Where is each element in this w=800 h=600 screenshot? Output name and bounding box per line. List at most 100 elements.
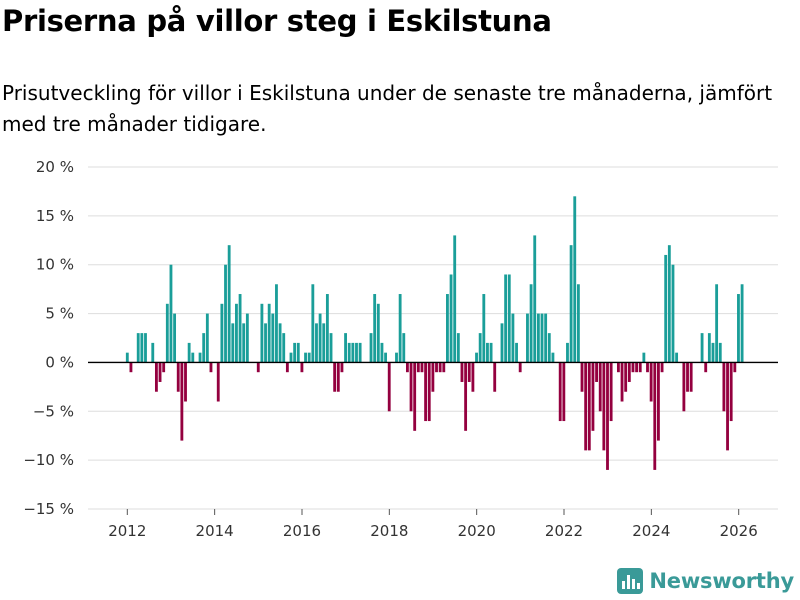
bar — [671, 264, 675, 363]
bar — [322, 323, 326, 363]
bar — [507, 274, 511, 363]
bar — [584, 362, 588, 451]
bar — [533, 235, 537, 363]
bar — [424, 362, 428, 422]
bar — [635, 362, 639, 373]
bar — [260, 303, 264, 363]
bar — [733, 362, 737, 373]
bar — [624, 362, 628, 392]
bar-chart-logo-icon — [617, 568, 644, 594]
y-tick-label: 10 % — [36, 256, 74, 274]
bar — [504, 274, 508, 363]
bar — [369, 333, 373, 363]
bar — [449, 274, 453, 363]
bar — [609, 362, 613, 422]
bar — [151, 342, 155, 363]
bar — [242, 323, 246, 363]
bar — [686, 362, 689, 392]
bar — [224, 264, 227, 363]
bar — [475, 352, 478, 363]
bar — [384, 352, 388, 363]
bar — [409, 362, 413, 412]
bar — [256, 362, 260, 373]
bar — [158, 362, 162, 382]
bar — [289, 352, 293, 363]
y-tick-label: 5 % — [45, 305, 74, 323]
bar — [351, 342, 355, 363]
bar — [489, 342, 493, 363]
bar — [129, 362, 133, 373]
y-tick-label: 15 % — [36, 207, 74, 225]
bar — [427, 362, 431, 422]
bar — [420, 362, 424, 373]
bar — [278, 323, 282, 363]
bar — [460, 362, 464, 382]
bar — [740, 284, 744, 363]
bar — [169, 264, 173, 363]
y-tick-label: −5 % — [33, 402, 74, 420]
bar — [700, 333, 704, 363]
bar — [464, 362, 468, 431]
bar — [638, 362, 642, 373]
bar — [511, 313, 515, 363]
bar — [173, 313, 177, 363]
bar — [576, 284, 580, 363]
bar — [307, 352, 311, 363]
bar — [413, 362, 417, 431]
bar — [373, 294, 377, 363]
x-axis: 2012 2014 2016 2018 2020 2022 2024 2026 — [108, 509, 758, 540]
bar — [478, 333, 482, 363]
bar — [162, 362, 166, 373]
bar — [722, 362, 726, 412]
latest-value-label: 8 % — [732, 0, 759, 4]
bar — [235, 303, 238, 363]
bar — [405, 362, 409, 373]
bar — [216, 362, 220, 402]
bar — [325, 294, 329, 363]
y-tick-label: 0 % — [45, 353, 74, 371]
bar — [245, 313, 249, 363]
bar — [209, 362, 213, 373]
bar — [704, 362, 708, 373]
bar — [318, 313, 322, 363]
bar — [355, 342, 358, 363]
bar — [737, 294, 740, 363]
bar — [486, 342, 489, 363]
x-tick-label: 2016 — [283, 522, 321, 540]
bar — [176, 362, 180, 392]
bar — [540, 313, 544, 363]
bar — [715, 284, 719, 363]
bar — [526, 313, 529, 363]
bar — [547, 333, 551, 363]
bar — [144, 333, 147, 363]
brand-name: Newsworthy — [649, 569, 794, 593]
bar — [202, 333, 206, 363]
x-tick-label: 2022 — [545, 522, 583, 540]
bar — [442, 362, 446, 373]
bar — [376, 303, 380, 363]
y-tick-label: −15 % — [23, 500, 74, 518]
bar — [566, 342, 569, 363]
bar — [653, 362, 657, 470]
bar — [329, 333, 333, 363]
bar — [569, 245, 573, 363]
bar — [154, 362, 158, 392]
bar — [227, 245, 231, 363]
bar — [300, 362, 304, 373]
bar — [467, 362, 471, 382]
bar — [544, 313, 548, 363]
bar — [191, 352, 195, 363]
bar — [453, 235, 457, 363]
bar — [416, 362, 420, 373]
bar — [598, 362, 602, 412]
bar — [184, 362, 187, 402]
bar — [529, 284, 533, 363]
bar — [471, 362, 475, 392]
bar — [729, 362, 733, 422]
bar — [500, 323, 504, 363]
bar — [431, 362, 435, 392]
bar — [435, 362, 438, 373]
x-tick-label: 2026 — [720, 522, 758, 540]
bar — [616, 362, 620, 373]
x-tick-label: 2014 — [196, 522, 234, 540]
